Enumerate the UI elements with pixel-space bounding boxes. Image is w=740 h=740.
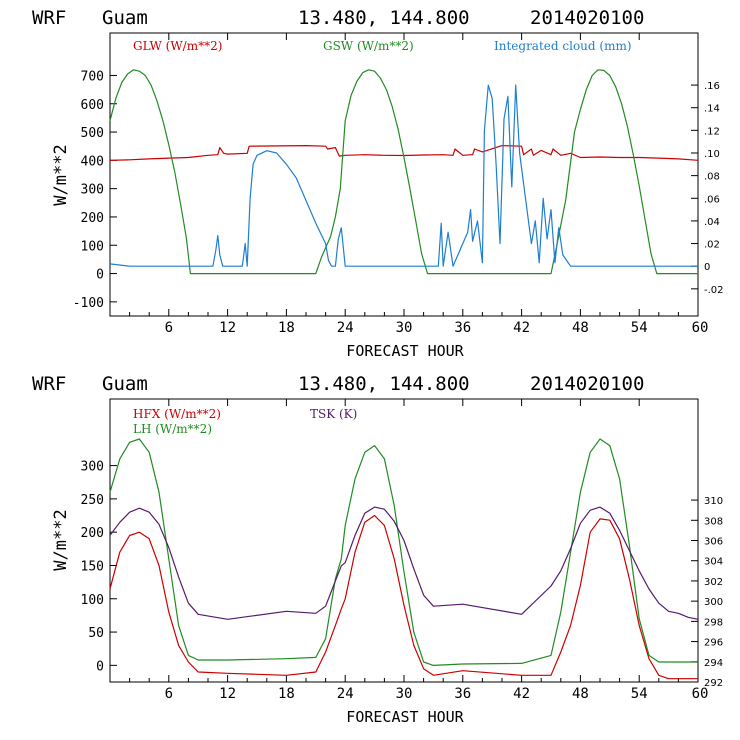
top-series-line-1 <box>109 69 698 275</box>
top-y2-tick-label: .02 <box>704 240 720 251</box>
top-series-line-2 <box>109 84 698 267</box>
bottom-header-run: 2014020100 <box>530 373 644 395</box>
top-header-run: 2014020100 <box>530 7 644 29</box>
bottom-y2-tick-label: 296 <box>704 638 723 649</box>
bottom-y-tick-label: 250 <box>81 493 104 508</box>
top-y2-tick-label: -.02 <box>704 285 724 296</box>
bottom-header-site: Guam <box>102 373 148 395</box>
top-x-tick-label: 60 <box>692 320 709 336</box>
top-y2-tick-label: .10 <box>704 149 720 160</box>
top-y-tick-label: 600 <box>81 98 104 113</box>
top-legend-gsw: GSW (W/m**2) <box>323 39 414 53</box>
bottom-x-tick-label: 12 <box>219 686 236 702</box>
top-y2-tick-label: 0 <box>704 262 710 273</box>
bottom-y2-tick-label: 298 <box>704 617 723 628</box>
bottom-y2-tick-label: 300 <box>704 597 723 608</box>
top-y-axis-label: W/m**2 <box>51 144 71 205</box>
top-y2-tick-label: .08 <box>704 172 720 183</box>
top-y-tick-label: 700 <box>81 69 104 84</box>
bottom-y2-tick-label: 302 <box>704 577 723 588</box>
top-x-tick-label: 36 <box>454 320 471 336</box>
bottom-series-line-2 <box>109 506 699 620</box>
top-y2-tick-label: .16 <box>704 81 720 92</box>
top-y2-tick-label: .04 <box>704 217 720 228</box>
top-y-tick-label: 500 <box>81 126 104 141</box>
top-x-tick-label: 18 <box>278 320 295 336</box>
bottom-y-tick-label: 100 <box>81 593 104 608</box>
bottom-series-lines <box>109 438 699 680</box>
bottom-y2-tick-label: 294 <box>704 658 723 669</box>
top-x-axis-label: FORECAST HOUR <box>346 342 464 360</box>
bottom-y-tick-label: 300 <box>81 460 104 475</box>
top-axis-ticks: 6 12 18 24 30 36 42 48 54 60 -100 0 100 200 300 400 500 6… <box>73 33 724 336</box>
top-legend-cloud: Integrated cloud (mm) <box>494 39 632 53</box>
top-y2-tick-label: .06 <box>704 194 720 205</box>
top-panel: WRF Guam 13.480, 144.800 2014020100 GLW … <box>32 7 724 360</box>
bottom-x-tick-label: 60 <box>692 686 709 702</box>
bottom-x-tick-label: 54 <box>631 686 648 702</box>
top-series-lines <box>109 69 699 275</box>
top-x-tick-label: 6 <box>165 320 173 336</box>
top-y-tick-label: 100 <box>81 239 104 254</box>
bottom-y2-tick-label: 306 <box>704 537 723 548</box>
top-header-site: Guam <box>102 7 148 29</box>
bottom-y-tick-label: 200 <box>81 526 104 541</box>
top-y2-tick-label: .12 <box>704 126 720 137</box>
bottom-legend-tsk: TSK (K) <box>310 407 357 421</box>
top-x-tick-label: 30 <box>396 320 413 336</box>
top-y-tick-label: 400 <box>81 154 104 169</box>
top-header-model: WRF <box>32 7 66 29</box>
bottom-y-tick-label: 150 <box>81 559 104 574</box>
top-y2-tick-label: .14 <box>704 104 720 115</box>
bottom-axis-ticks: 6 12 18 24 30 36 42 48 54 60 0 50 100 150 200 250 300 292… <box>81 399 723 702</box>
bottom-y2-tick-label: 292 <box>704 678 723 689</box>
bottom-y2-tick-label: 308 <box>704 516 723 527</box>
bottom-legend-lh: LH (W/m**2) <box>133 422 212 436</box>
bottom-y2-tick-label: 304 <box>704 557 723 568</box>
top-legend-glw: GLW (W/m**2) <box>133 39 222 53</box>
top-y-tick-label: 300 <box>81 183 104 198</box>
bottom-panel: WRF Guam 13.480, 144.800 2014020100 HFX … <box>32 373 723 726</box>
top-x-tick-label: 42 <box>513 320 530 336</box>
bottom-x-tick-label: 24 <box>337 686 354 702</box>
top-x-tick-label: 48 <box>572 320 589 336</box>
bottom-y-tick-label: 0 <box>96 659 104 674</box>
bottom-y-axis-label: W/m**2 <box>51 509 71 570</box>
bottom-y2-tick-label: 310 <box>704 496 723 507</box>
bottom-series-line-1 <box>109 438 698 667</box>
top-y-tick-label: 0 <box>96 268 104 283</box>
bottom-x-tick-label: 48 <box>572 686 589 702</box>
top-header-coords: 13.480, 144.800 <box>298 7 470 29</box>
top-x-tick-label: 54 <box>631 320 648 336</box>
bottom-series-line-0 <box>109 514 698 680</box>
bottom-x-axis-label: FORECAST HOUR <box>346 708 464 726</box>
bottom-x-tick-label: 6 <box>165 686 173 702</box>
bottom-y-tick-label: 50 <box>88 626 104 641</box>
bottom-x-tick-label: 36 <box>454 686 471 702</box>
bottom-legend-hfx: HFX (W/m**2) <box>133 407 221 421</box>
top-x-tick-label: 12 <box>219 320 236 336</box>
bottom-x-tick-label: 18 <box>278 686 295 702</box>
bottom-header-model: WRF <box>32 373 66 395</box>
bottom-x-tick-label: 42 <box>513 686 530 702</box>
top-y-tick-label: 200 <box>81 211 104 226</box>
bottom-header-coords: 13.480, 144.800 <box>298 373 470 395</box>
bottom-x-tick-label: 30 <box>396 686 413 702</box>
top-series-line-0 <box>109 145 699 161</box>
top-x-tick-label: 24 <box>337 320 354 336</box>
top-y-tick-label: -100 <box>73 296 104 311</box>
